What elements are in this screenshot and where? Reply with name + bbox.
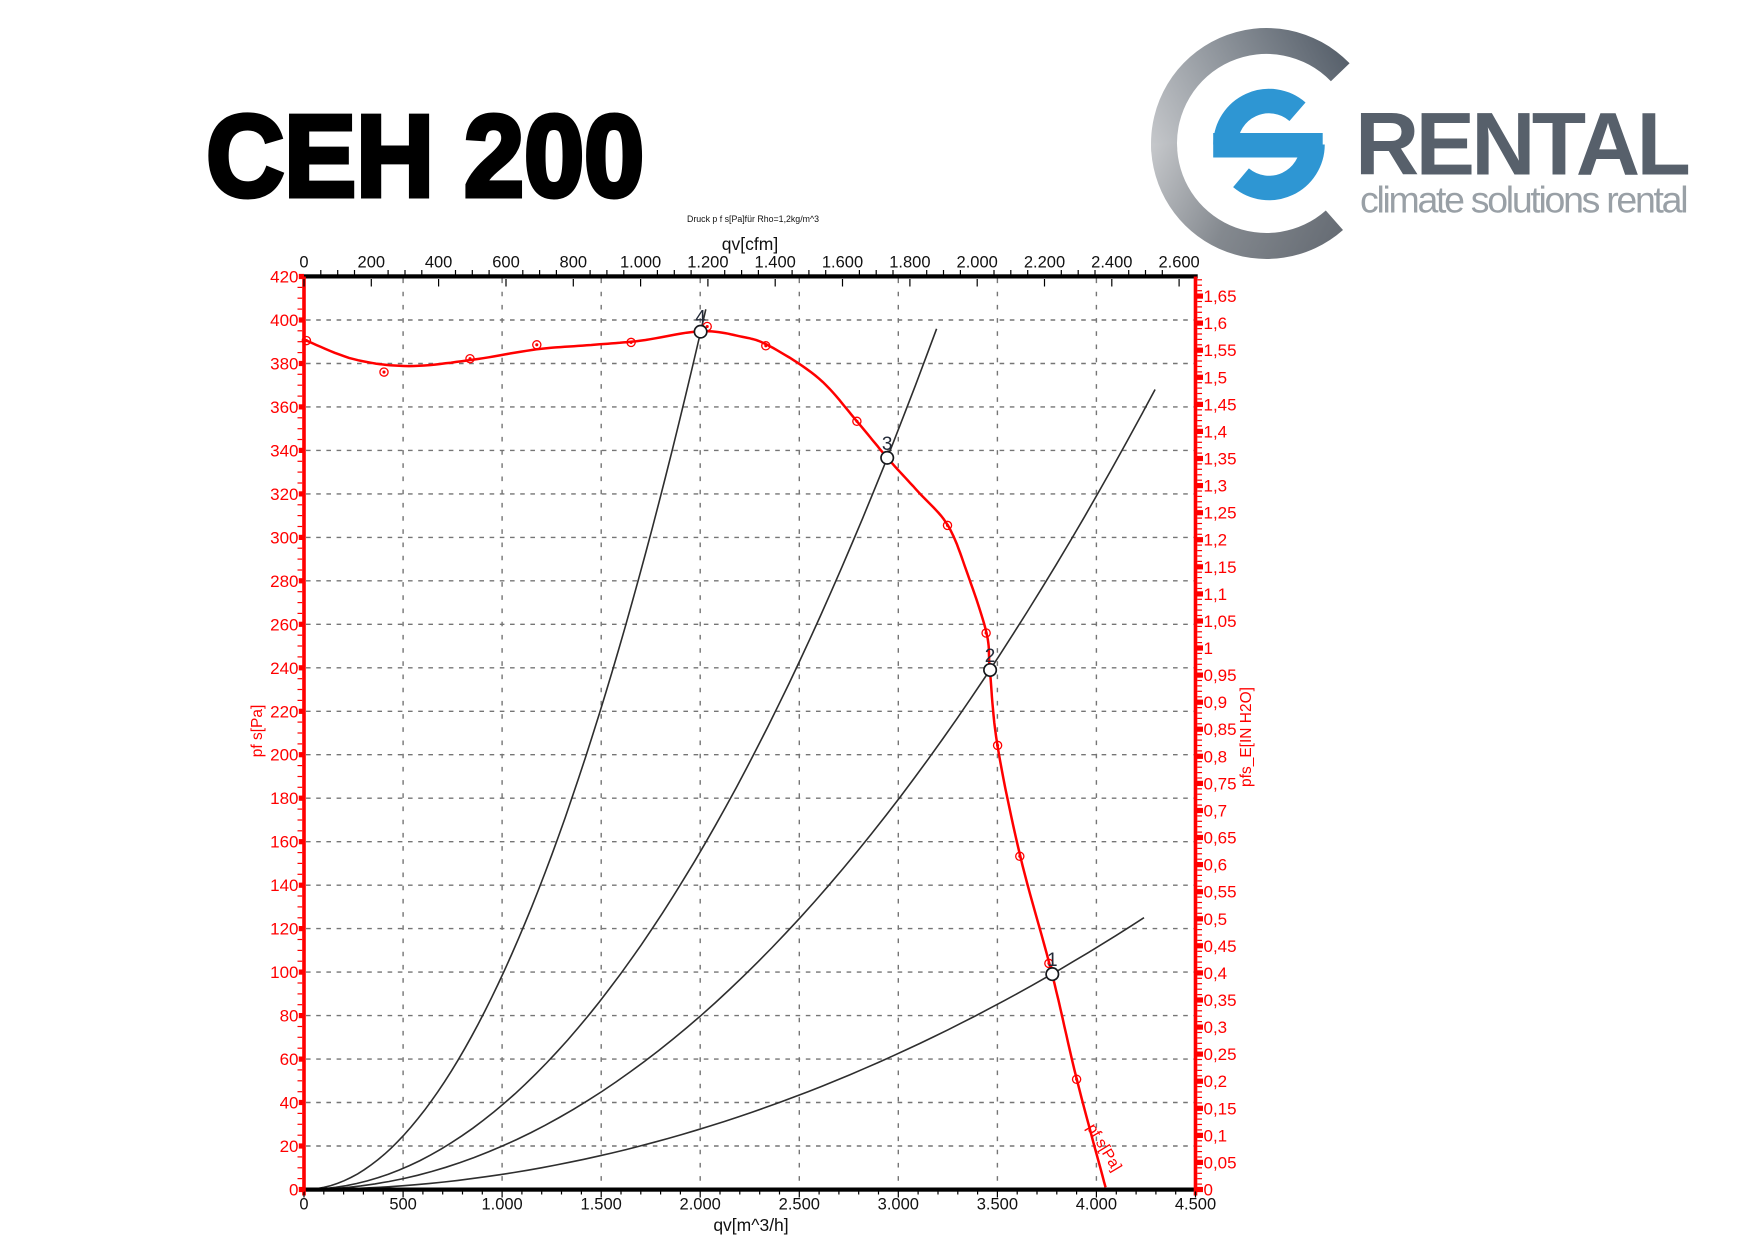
svg-text:2.200: 2.200	[1024, 254, 1065, 272]
svg-text:0,7: 0,7	[1204, 802, 1228, 821]
svg-text:0,9: 0,9	[1204, 693, 1228, 712]
svg-text:80: 80	[280, 1007, 299, 1026]
svg-text:200: 200	[270, 746, 298, 765]
svg-text:1.000: 1.000	[481, 1196, 522, 1214]
svg-text:400: 400	[270, 311, 298, 330]
svg-text:Druck p f s[Pa]für Rho=1,2kg/m: Druck p f s[Pa]für Rho=1,2kg/m^3	[687, 214, 819, 224]
svg-text:0,55: 0,55	[1204, 883, 1237, 902]
svg-text:2.600: 2.600	[1158, 254, 1199, 272]
svg-text:0: 0	[299, 254, 308, 272]
svg-text:2.400: 2.400	[1091, 254, 1132, 272]
svg-text:climate solutions rental: climate solutions rental	[1360, 179, 1686, 221]
svg-text:1,45: 1,45	[1204, 395, 1237, 414]
svg-text:60: 60	[280, 1050, 299, 1069]
svg-text:1,4: 1,4	[1204, 422, 1228, 441]
svg-text:600: 600	[492, 254, 520, 272]
svg-text:2.000: 2.000	[680, 1196, 721, 1214]
svg-text:3: 3	[882, 434, 893, 455]
svg-text:0,4: 0,4	[1204, 964, 1228, 983]
svg-text:qv[m^3/h]: qv[m^3/h]	[713, 1215, 788, 1235]
svg-text:0,85: 0,85	[1204, 720, 1237, 739]
svg-text:40: 40	[280, 1094, 299, 1113]
svg-text:RENTAL: RENTAL	[1355, 94, 1688, 194]
svg-text:340: 340	[270, 441, 298, 460]
svg-text:0,5: 0,5	[1204, 910, 1228, 929]
svg-text:120: 120	[270, 920, 298, 939]
svg-text:qv[cfm]: qv[cfm]	[722, 234, 778, 254]
svg-text:1.200: 1.200	[687, 254, 728, 272]
svg-text:1,55: 1,55	[1204, 341, 1237, 360]
svg-text:1.400: 1.400	[755, 254, 796, 272]
svg-text:420: 420	[270, 268, 298, 287]
svg-text:200: 200	[358, 254, 386, 272]
svg-text:1,35: 1,35	[1204, 450, 1237, 469]
svg-text:1.500: 1.500	[581, 1196, 622, 1214]
svg-text:2.000: 2.000	[957, 254, 998, 272]
svg-text:1,3: 1,3	[1204, 477, 1228, 496]
svg-text:4.000: 4.000	[1076, 1196, 1117, 1214]
svg-text:160: 160	[270, 833, 298, 852]
svg-text:0,3: 0,3	[1204, 1018, 1228, 1037]
svg-text:320: 320	[270, 485, 298, 504]
svg-text:0,1: 0,1	[1204, 1126, 1228, 1145]
svg-text:3.500: 3.500	[977, 1196, 1018, 1214]
svg-text:800: 800	[560, 254, 588, 272]
svg-text:20: 20	[280, 1137, 299, 1156]
svg-text:1.600: 1.600	[822, 254, 863, 272]
svg-text:pf s[Pa]: pf s[Pa]	[1083, 1121, 1125, 1175]
svg-text:180: 180	[270, 789, 298, 808]
svg-text:1: 1	[1204, 639, 1213, 658]
svg-text:0,05: 0,05	[1204, 1153, 1237, 1172]
svg-text:380: 380	[270, 355, 298, 374]
svg-text:2.500: 2.500	[779, 1196, 820, 1214]
svg-text:500: 500	[389, 1196, 417, 1214]
svg-text:0,35: 0,35	[1204, 991, 1237, 1010]
svg-text:0: 0	[299, 1196, 308, 1214]
svg-text:1,65: 1,65	[1204, 287, 1237, 306]
svg-text:400: 400	[425, 254, 453, 272]
svg-text:1,5: 1,5	[1204, 368, 1228, 387]
svg-text:100: 100	[270, 963, 298, 982]
svg-text:140: 140	[270, 876, 298, 895]
svg-text:4: 4	[695, 308, 706, 329]
svg-text:1,15: 1,15	[1204, 558, 1237, 577]
svg-text:3.000: 3.000	[878, 1196, 919, 1214]
svg-text:260: 260	[270, 615, 298, 634]
svg-text:1,6: 1,6	[1204, 314, 1228, 333]
svg-text:1: 1	[1047, 950, 1058, 971]
svg-text:pfs_E[IN H2O]: pfs_E[IN H2O]	[1238, 687, 1255, 787]
svg-text:0: 0	[289, 1181, 298, 1200]
svg-text:360: 360	[270, 398, 298, 417]
svg-text:240: 240	[270, 659, 298, 678]
svg-text:300: 300	[270, 528, 298, 547]
svg-text:220: 220	[270, 702, 298, 721]
svg-text:CEH 200: CEH 200	[206, 91, 644, 210]
svg-text:0,8: 0,8	[1204, 747, 1228, 766]
svg-text:0,75: 0,75	[1204, 774, 1237, 793]
svg-text:280: 280	[270, 572, 298, 591]
svg-text:4.500: 4.500	[1175, 1196, 1216, 1214]
svg-text:pf s[Pa]: pf s[Pa]	[249, 705, 266, 758]
svg-text:0,45: 0,45	[1204, 937, 1237, 956]
svg-text:0,6: 0,6	[1204, 856, 1228, 875]
svg-text:1,05: 1,05	[1204, 612, 1237, 631]
svg-text:2: 2	[985, 646, 996, 667]
svg-text:0: 0	[1204, 1181, 1213, 1200]
svg-text:1,25: 1,25	[1204, 504, 1237, 523]
svg-text:1,1: 1,1	[1204, 585, 1228, 604]
svg-text:0,2: 0,2	[1204, 1072, 1228, 1091]
svg-text:0,65: 0,65	[1204, 829, 1237, 848]
svg-text:0,95: 0,95	[1204, 666, 1237, 685]
svg-text:0,15: 0,15	[1204, 1099, 1237, 1118]
svg-text:1.800: 1.800	[889, 254, 930, 272]
svg-text:1.000: 1.000	[620, 254, 661, 272]
svg-text:1,2: 1,2	[1204, 531, 1228, 550]
svg-text:0,25: 0,25	[1204, 1045, 1237, 1064]
